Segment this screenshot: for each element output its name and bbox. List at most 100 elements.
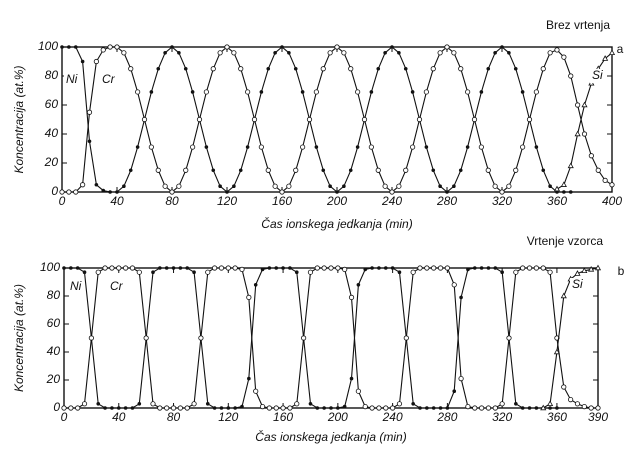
y-tick-label: 60 — [47, 316, 61, 330]
point — [205, 402, 210, 406]
point — [334, 44, 340, 50]
point — [362, 403, 368, 410]
point — [258, 144, 264, 150]
point — [219, 406, 224, 410]
point — [581, 131, 588, 137]
point — [259, 90, 264, 94]
point — [62, 266, 66, 270]
x-tick-label: 320 — [492, 194, 512, 208]
point — [458, 375, 464, 382]
point — [506, 335, 512, 341]
point — [602, 177, 608, 183]
point — [307, 269, 314, 275]
point — [321, 168, 326, 173]
point — [196, 116, 203, 123]
point — [116, 265, 122, 271]
point — [94, 182, 99, 187]
y-tick-label: 0 — [51, 184, 58, 198]
point — [217, 50, 223, 56]
point — [451, 50, 457, 56]
point — [574, 401, 581, 407]
point — [444, 44, 450, 50]
point — [253, 283, 258, 287]
point — [253, 388, 259, 394]
point — [418, 406, 422, 410]
point — [110, 406, 114, 410]
x-tick-label: 390 — [588, 410, 608, 424]
point — [555, 406, 559, 410]
x-tick-label: 40 — [110, 194, 124, 208]
point — [210, 66, 216, 72]
label-bg — [570, 278, 584, 292]
point — [506, 183, 512, 189]
point — [156, 66, 161, 71]
point — [80, 59, 85, 64]
point — [396, 401, 403, 407]
point — [397, 270, 402, 275]
point — [363, 267, 368, 272]
point — [123, 265, 129, 271]
point — [82, 270, 87, 275]
point — [355, 89, 361, 95]
point — [203, 89, 209, 95]
point — [247, 376, 251, 381]
point — [232, 184, 236, 188]
panel-label: a — [617, 42, 624, 56]
point — [499, 401, 505, 407]
point — [575, 102, 581, 108]
point — [382, 183, 388, 189]
series-label: Ni — [66, 72, 78, 86]
point — [301, 335, 307, 341]
point — [431, 265, 437, 271]
point — [313, 89, 319, 95]
point — [547, 400, 554, 406]
point — [507, 51, 511, 55]
point — [116, 406, 121, 410]
point — [438, 406, 443, 410]
point — [238, 66, 244, 72]
x-tick-label: 240 — [382, 410, 403, 424]
point — [293, 167, 299, 173]
point — [287, 51, 291, 55]
point — [403, 335, 409, 341]
point — [171, 266, 176, 270]
y-tick-label: 20 — [44, 155, 59, 169]
point — [135, 89, 141, 95]
point — [383, 51, 387, 55]
x-tick-label: 200 — [326, 194, 347, 208]
point — [562, 190, 566, 194]
x-tick-label: 280 — [436, 194, 457, 208]
y-tick-label: 40 — [47, 344, 61, 358]
point — [327, 50, 333, 56]
point — [499, 189, 505, 195]
point — [129, 265, 136, 271]
point — [274, 266, 279, 270]
point — [177, 405, 183, 411]
point — [225, 190, 229, 194]
point — [335, 190, 339, 194]
series-label: Cr — [102, 72, 116, 86]
point — [294, 270, 299, 275]
point — [389, 189, 395, 195]
point — [73, 45, 78, 49]
point — [377, 266, 381, 270]
point — [306, 116, 313, 123]
point — [267, 266, 272, 270]
point — [465, 145, 470, 149]
point — [472, 405, 478, 411]
point — [239, 266, 245, 272]
point — [437, 50, 443, 56]
point — [280, 405, 286, 411]
point — [485, 167, 491, 173]
point — [300, 144, 306, 150]
x-tick-label: 360 — [547, 194, 567, 208]
point — [240, 404, 244, 409]
point — [226, 406, 231, 410]
point — [233, 406, 237, 410]
series-label: Si — [592, 68, 603, 82]
point — [452, 184, 456, 188]
point — [149, 90, 154, 94]
point — [492, 405, 498, 411]
point — [478, 144, 484, 150]
